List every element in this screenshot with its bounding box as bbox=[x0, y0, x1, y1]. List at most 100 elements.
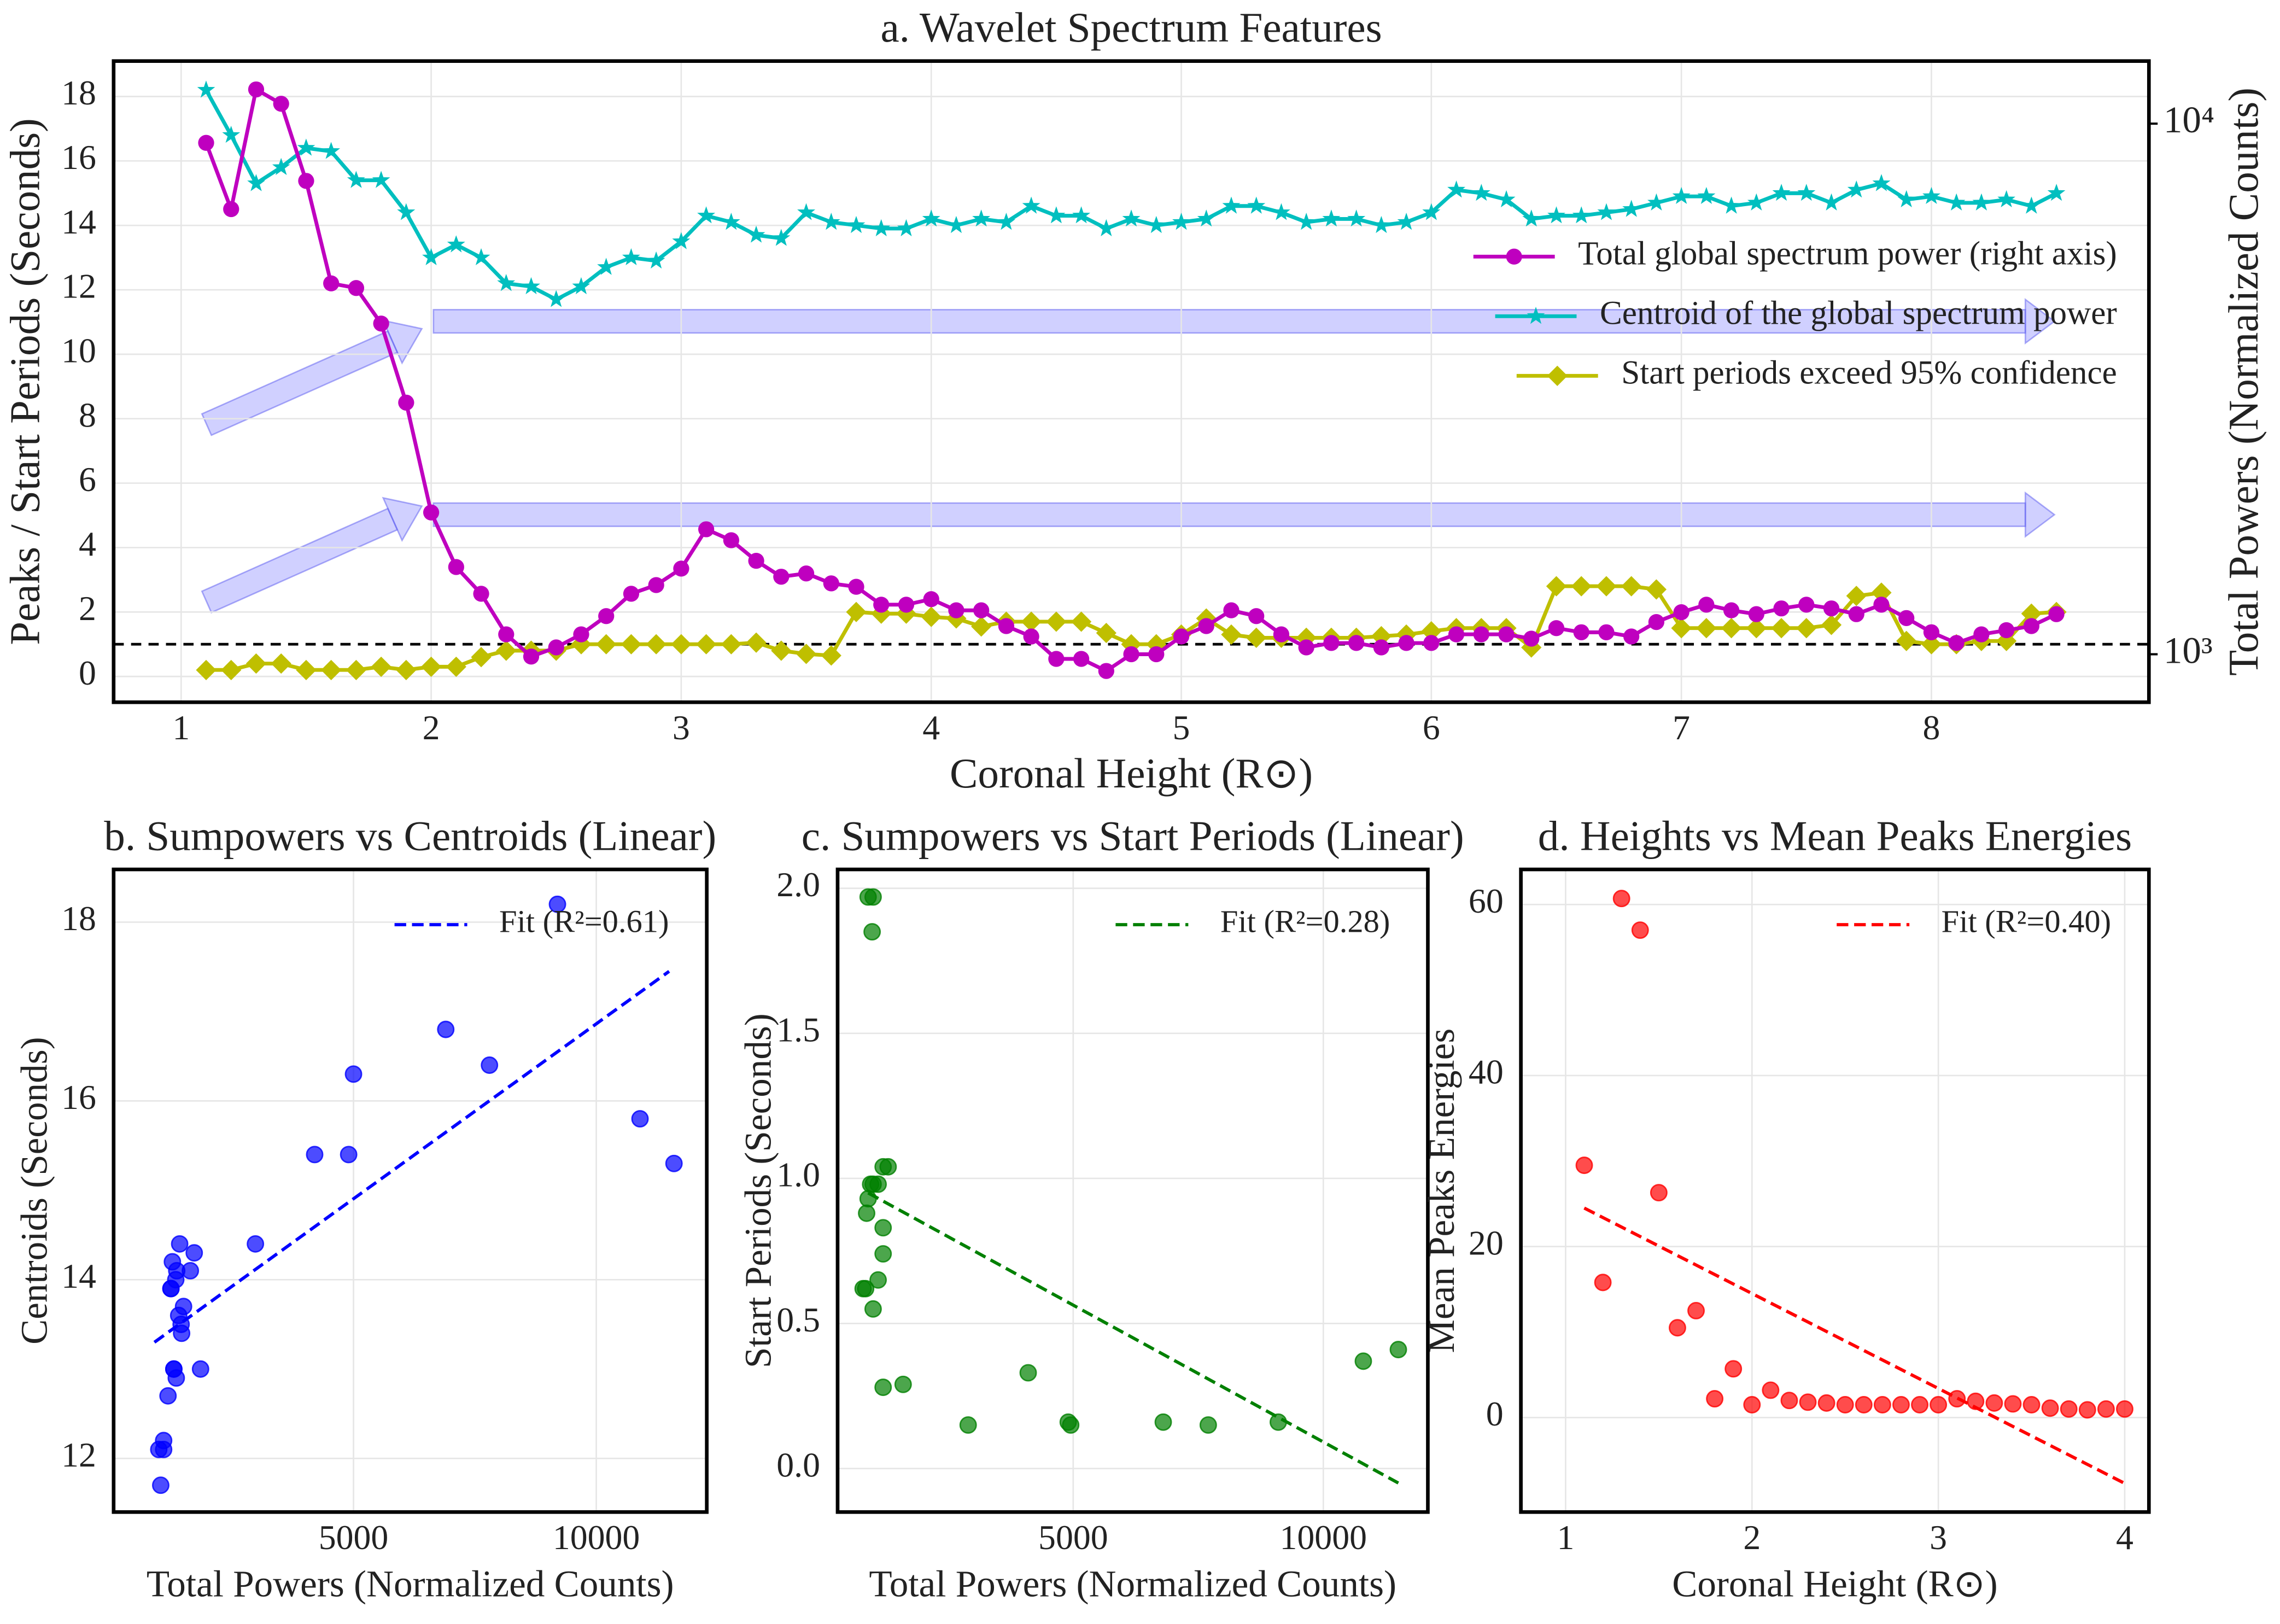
y2-tick-label: 10⁴ bbox=[2164, 98, 2214, 141]
y-axis-label: Start Periods (Seconds) bbox=[737, 1013, 779, 1368]
marker bbox=[1672, 186, 1691, 205]
marker bbox=[1998, 622, 2015, 639]
marker bbox=[623, 586, 640, 602]
point bbox=[152, 1476, 169, 1494]
point bbox=[155, 1440, 173, 1458]
marker bbox=[1972, 193, 1991, 211]
marker bbox=[1948, 635, 1965, 651]
marker bbox=[1823, 600, 1840, 617]
point bbox=[306, 1146, 324, 1164]
y-tick-label: 16 bbox=[61, 138, 96, 177]
x-axis-label: Total Powers (Normalized Counts) bbox=[147, 1562, 674, 1604]
y-tick-label: 12 bbox=[61, 267, 96, 306]
marker bbox=[798, 565, 815, 582]
marker bbox=[523, 649, 540, 665]
plot-frame bbox=[1519, 867, 2151, 1514]
point bbox=[163, 1253, 182, 1271]
point bbox=[858, 1204, 875, 1222]
point bbox=[548, 895, 566, 913]
point bbox=[1594, 1274, 1612, 1292]
marker bbox=[1221, 624, 1242, 645]
marker bbox=[1447, 180, 1466, 198]
fit-line bbox=[1583, 1206, 2126, 1485]
y-tick-label: 4 bbox=[79, 524, 96, 563]
marker bbox=[1922, 186, 1940, 205]
marker bbox=[2022, 196, 2041, 214]
point bbox=[1631, 921, 1649, 939]
marker bbox=[1297, 212, 1316, 230]
marker bbox=[1696, 618, 1717, 639]
marker bbox=[423, 504, 440, 521]
y-axis-label: Peaks / Start Periods (Seconds) bbox=[1, 118, 48, 645]
x-tick-label: 2 bbox=[423, 708, 440, 747]
marker bbox=[1772, 184, 1791, 201]
marker bbox=[698, 521, 715, 538]
legend-label: Centroid of the global spectrum power bbox=[1600, 295, 2117, 331]
chart-title: d. Heights vs Mean Peaks Energies bbox=[1538, 813, 2132, 860]
marker bbox=[273, 96, 289, 112]
marker bbox=[648, 577, 664, 593]
marker bbox=[1846, 586, 1867, 606]
point bbox=[2078, 1401, 2096, 1419]
point bbox=[1911, 1396, 1928, 1413]
y-axis-label: Mean Peaks Energies bbox=[1420, 1029, 1462, 1353]
x-tick-label: 4 bbox=[2116, 1518, 2133, 1557]
x-axis-label: Total Powers (Normalized Counts) bbox=[869, 1562, 1396, 1604]
marker bbox=[1497, 190, 1516, 208]
marker bbox=[597, 258, 616, 275]
marker bbox=[1547, 206, 1565, 224]
point bbox=[1575, 1156, 1593, 1175]
marker bbox=[1872, 174, 1891, 191]
marker bbox=[1648, 614, 1665, 630]
point bbox=[167, 1369, 185, 1387]
marker bbox=[998, 618, 1015, 634]
marker bbox=[248, 81, 265, 98]
marker bbox=[522, 277, 540, 295]
x-tick-label: 3 bbox=[673, 708, 690, 747]
marker bbox=[323, 275, 340, 291]
marker bbox=[1797, 184, 1816, 201]
marker bbox=[948, 602, 964, 618]
point bbox=[1780, 1392, 1798, 1410]
plot-frame bbox=[112, 59, 2151, 704]
point bbox=[1985, 1394, 2003, 1412]
marker bbox=[448, 559, 464, 575]
point bbox=[1612, 890, 1630, 908]
marker bbox=[548, 639, 564, 656]
marker bbox=[322, 142, 341, 159]
marker bbox=[1048, 651, 1065, 667]
point bbox=[2041, 1399, 2059, 1417]
marker bbox=[1898, 610, 1915, 626]
marker bbox=[1222, 196, 1241, 214]
marker bbox=[1798, 597, 1815, 613]
point bbox=[869, 1175, 887, 1193]
point bbox=[1354, 1352, 1372, 1370]
marker bbox=[1473, 626, 1489, 642]
marker bbox=[1747, 193, 1765, 211]
marker bbox=[722, 212, 740, 230]
x-axis-label: Coronal Height (R⊙) bbox=[1672, 1562, 1997, 1604]
x-tick-label: 7 bbox=[1673, 708, 1690, 747]
point bbox=[171, 1235, 189, 1253]
legend-marker bbox=[1547, 365, 1568, 386]
marker bbox=[897, 219, 915, 237]
marker bbox=[598, 608, 615, 624]
point bbox=[1892, 1396, 1910, 1413]
x-tick-label: 1 bbox=[172, 708, 190, 747]
point bbox=[864, 1300, 882, 1318]
marker bbox=[1073, 651, 1090, 667]
y-tick-label: 8 bbox=[79, 395, 96, 434]
marker bbox=[422, 248, 441, 265]
marker bbox=[1047, 206, 1066, 224]
point bbox=[1154, 1413, 1172, 1431]
plot-frame bbox=[112, 867, 709, 1514]
marker bbox=[847, 215, 866, 233]
marker bbox=[347, 171, 365, 188]
point bbox=[437, 1020, 455, 1038]
marker bbox=[1721, 618, 1742, 639]
marker bbox=[2047, 184, 2066, 201]
marker bbox=[1597, 203, 1616, 220]
point bbox=[1062, 1416, 1080, 1434]
marker bbox=[771, 640, 792, 661]
marker bbox=[1873, 597, 1890, 613]
